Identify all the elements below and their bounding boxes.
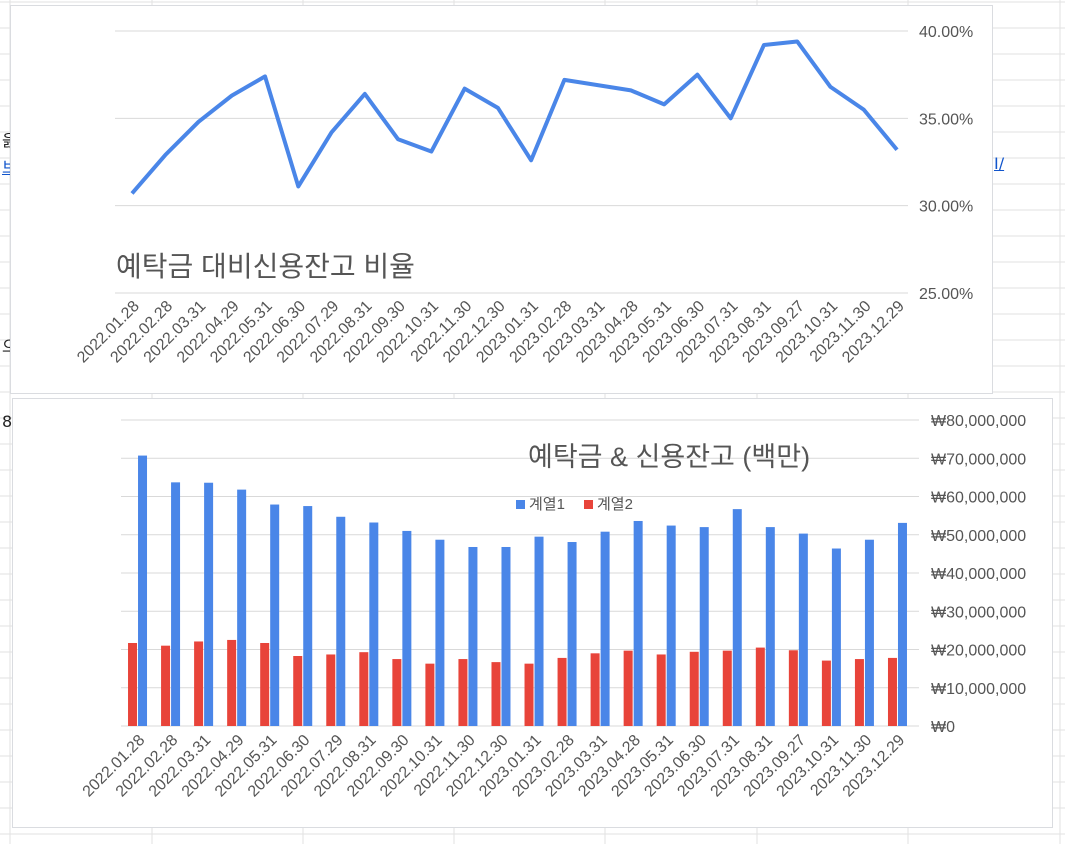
deposit-credit-bar-chart[interactable]: ₩80,000,000 ₩70,000,000 ₩60,000,000 ₩50,000… — [12, 398, 1053, 828]
bar-series2 — [227, 639, 237, 726]
legend-label-series2: 계열2 — [597, 496, 633, 513]
y-tick-label: ₩20,000,000 — [931, 643, 1026, 660]
bar-series1 — [402, 530, 412, 726]
bar-series2 — [656, 654, 666, 726]
legend-label-series1: 계열1 — [529, 496, 565, 513]
deposit-credit-bar-chart-svg: ₩80,000,000 ₩70,000,000 ₩60,000,000 ₩50,000… — [80, 413, 1027, 800]
bar-series2 — [722, 650, 732, 726]
bar-series1 — [435, 539, 445, 726]
y-tick-label: ₩30,000,000 — [931, 604, 1026, 621]
bar-series1 — [270, 504, 280, 726]
ratio-line-chart-svg: 40.00%35.00%30.00%25.00% 예탁금 대비신용잔고 비율 2… — [74, 24, 973, 366]
bar-series2 — [260, 642, 270, 726]
bar-series2 — [458, 659, 468, 726]
y-tick-label: ₩0 — [931, 719, 955, 736]
bar-series1 — [765, 527, 775, 726]
bar-series1 — [897, 522, 907, 726]
bar-series1 — [501, 546, 511, 726]
bar-series2 — [194, 641, 204, 726]
bar-series1 — [336, 516, 346, 726]
bar-series2 — [128, 642, 138, 726]
bar-series2 — [524, 663, 534, 726]
cell-link-fragment[interactable]: Ⅰ/ — [994, 154, 1005, 173]
bar-series1 — [798, 533, 808, 726]
bar-series1 — [369, 522, 379, 726]
bar-series1 — [171, 482, 181, 726]
cell-fragment: 8 — [2, 412, 13, 431]
bar-series2 — [854, 659, 864, 726]
bar-series2 — [689, 651, 699, 726]
bar-series2 — [788, 650, 798, 726]
bar-series1 — [204, 482, 214, 726]
bar-series2 — [755, 647, 765, 726]
y-tick-label: ₩50,000,000 — [931, 528, 1026, 545]
bar-series1 — [600, 531, 610, 726]
bar-series2 — [623, 650, 633, 726]
bar-series1 — [303, 506, 313, 726]
bar-series2 — [557, 657, 567, 726]
ratio-series-line — [130, 39, 899, 195]
bar-series2 — [392, 659, 402, 726]
y-tick-label: ₩80,000,000 — [931, 413, 1026, 430]
legend-swatch-series2 — [584, 500, 593, 509]
bar-series2 — [161, 645, 171, 726]
bar-series2 — [293, 656, 303, 726]
y-tick-label: 35.00% — [919, 111, 973, 128]
bar-series2 — [425, 663, 435, 726]
y-tick-label: ₩70,000,000 — [931, 451, 1026, 468]
chart-title: 예탁금 대비신용잔고 비율 — [116, 251, 415, 282]
ratio-line-chart[interactable]: 40.00% 35.00% 30.00% 25.00% 예탁금 대비신용잔고 비율 2… — [10, 5, 993, 394]
bar-series1 — [732, 509, 742, 726]
bar-series1 — [138, 455, 148, 726]
bar-series1 — [534, 536, 544, 726]
chart-legend: 계열1 계열2 — [516, 496, 633, 513]
bar-series1 — [864, 539, 874, 726]
y-tick-label: 25.00% — [919, 286, 973, 303]
bar-series1 — [666, 525, 676, 726]
y-tick-label: 40.00% — [919, 24, 973, 41]
bar-series2 — [326, 654, 336, 726]
bar-series1 — [699, 527, 709, 726]
chart-title: 예탁금 & 신용잔고 (백만) — [528, 442, 810, 472]
bar-series2 — [887, 657, 897, 726]
bar-series2 — [491, 662, 501, 726]
y-tick-label: ₩10,000,000 — [931, 681, 1026, 698]
bar-series1 — [831, 548, 841, 726]
y-tick-label: ₩40,000,000 — [931, 566, 1026, 583]
bar-series2 — [590, 653, 600, 726]
bar-series2 — [359, 652, 369, 726]
y-tick-label: 30.00% — [919, 199, 973, 216]
legend-swatch-series1 — [516, 500, 525, 509]
bar-series1 — [237, 489, 247, 726]
bar-series2 — [821, 660, 831, 726]
bar-series1 — [468, 546, 478, 726]
y-tick-label: ₩60,000,000 — [931, 490, 1026, 507]
bar-series1 — [567, 542, 577, 726]
bar-series1 — [633, 520, 643, 726]
